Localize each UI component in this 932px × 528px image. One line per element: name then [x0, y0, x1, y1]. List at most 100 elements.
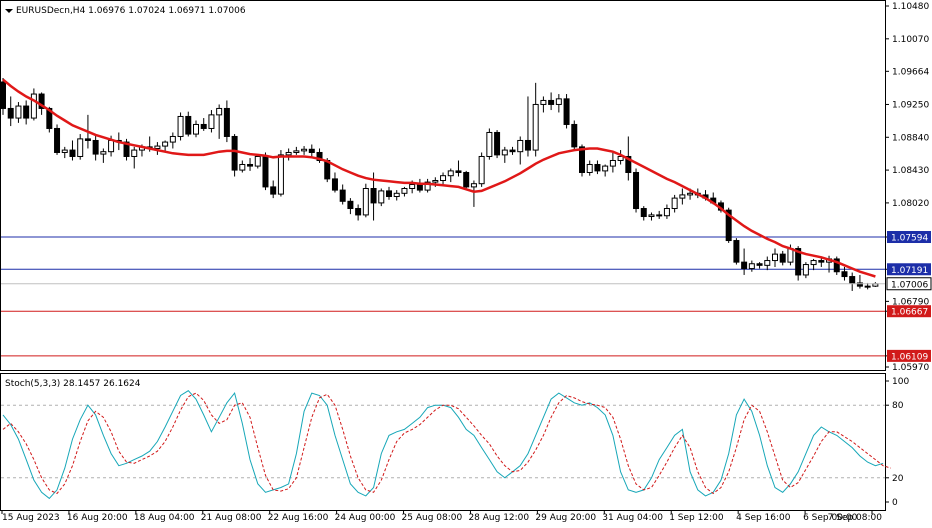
candle-bearish [347, 200, 354, 210]
candle-bullish [293, 150, 300, 153]
time-tick-label: 6 Sep 00:00 [803, 513, 858, 523]
candle-bearish [416, 183, 423, 191]
candle-bearish [563, 98, 570, 125]
candle-bullish [193, 123, 199, 135]
stoch-tick-label: 80 [892, 401, 904, 411]
candle-bearish [494, 131, 501, 156]
candle-bearish [455, 170, 462, 173]
candle-bullish [131, 149, 138, 157]
candle-bullish [440, 175, 447, 181]
level-label-box [887, 349, 931, 362]
candle-bearish [579, 146, 585, 173]
candle-bullish [61, 149, 68, 153]
candle-bearish [54, 127, 61, 153]
candle-bullish [648, 214, 655, 218]
candle-bearish [818, 260, 825, 263]
stoch-panel-frame [0, 373, 886, 511]
stoch-signal-line [2, 392, 891, 495]
candle-bullish [864, 285, 871, 288]
price-tick-label: 1.10070 [892, 35, 929, 45]
candle-bullish [617, 155, 624, 161]
time-tick-label: 1 Sep 12:00 [669, 513, 724, 523]
level-label-box [887, 263, 931, 276]
candle-bearish [185, 115, 192, 135]
candle-bearish [46, 107, 53, 129]
candle-bearish [38, 93, 45, 109]
price-tick-label: 1.10480 [892, 2, 929, 12]
candle-bullish [277, 154, 284, 195]
candle-bullish [154, 145, 161, 149]
time-tick-label: 28 Aug 12:00 [468, 513, 529, 523]
candle-bearish [355, 208, 362, 216]
candle-bearish [0, 81, 6, 109]
level-label-box [887, 305, 931, 318]
time-tick-label: 15 Aug 2023 [2, 513, 60, 523]
candle-bullish [517, 139, 524, 153]
price-tick-label: 1.08430 [892, 166, 929, 176]
level-label-box [887, 231, 931, 244]
time-tick-label: 7 Sep 08:00 [828, 513, 883, 523]
candle-bearish [640, 208, 647, 218]
chart-title: EURUSDecn,H4 1.06976 1.07024 1.06971 1.0… [16, 6, 246, 16]
candle-bearish [339, 189, 346, 202]
candle-bullish [285, 151, 292, 156]
candle-bearish [779, 253, 786, 263]
candle-bearish [231, 135, 238, 171]
candle-bullish [772, 253, 778, 262]
candle-bearish [223, 107, 230, 137]
price-tick-label: 1.09664 [892, 67, 929, 77]
candle-bearish [725, 209, 732, 242]
candle-bullish [478, 155, 485, 185]
current-price-label: 1.07006 [891, 280, 928, 290]
candle-bullish [810, 260, 817, 266]
candle-bullish [100, 151, 107, 155]
candle-bullish [532, 103, 539, 151]
dropdown-arrow-icon[interactable] [5, 9, 13, 13]
candle-bearish [509, 149, 516, 153]
candle-bullish [401, 188, 408, 194]
time-tick-label: 29 Aug 20:00 [535, 513, 596, 523]
candle-bullish [15, 105, 22, 119]
candle-bullish [671, 197, 678, 210]
candle-bearish [123, 141, 130, 157]
time-tick-label: 18 Aug 04:00 [134, 513, 195, 523]
time-axis: 15 Aug 2023 16 Aug 20:00 18 Aug 04:00 21 Au… [1, 510, 883, 523]
candle-bullish [432, 179, 439, 183]
candle-bearish [23, 105, 30, 119]
candle-bullish [802, 264, 809, 276]
candle-bullish [77, 138, 84, 157]
candle-bullish [470, 183, 477, 188]
candle-bullish [663, 208, 670, 217]
candle-bearish [69, 149, 76, 157]
candle-bullish [177, 115, 184, 137]
candle-bearish [733, 240, 740, 263]
candle-bearish [84, 138, 91, 141]
candle-bullish [501, 149, 508, 156]
candle-bearish [849, 276, 856, 284]
candle-bullish [679, 194, 686, 199]
candle-bullish [239, 163, 246, 171]
candle-bearish [270, 186, 277, 195]
candle-bearish [316, 151, 323, 161]
candle-bullish [602, 165, 609, 172]
candle-bearish [92, 139, 99, 155]
candle-bullish [216, 107, 223, 116]
candle-bullish [687, 192, 694, 196]
candle-bearish [463, 171, 470, 188]
level-label: 1.07594 [891, 234, 928, 244]
candle-bearish [7, 107, 14, 119]
candle-bullish [409, 183, 416, 190]
candle-bearish [370, 188, 377, 204]
candle-bearish [262, 155, 269, 188]
price-panel-frame [0, 0, 886, 371]
current-price-box [886, 277, 932, 291]
level-label: 1.07191 [891, 266, 928, 276]
candle-bullish [254, 155, 261, 167]
candle-bullish [108, 139, 115, 153]
candle-bullish [586, 163, 593, 173]
candle-bearish [524, 139, 531, 151]
stoch-tick-label: 0 [892, 498, 898, 508]
candle-bullish [362, 188, 369, 216]
candle-bearish [200, 123, 207, 129]
